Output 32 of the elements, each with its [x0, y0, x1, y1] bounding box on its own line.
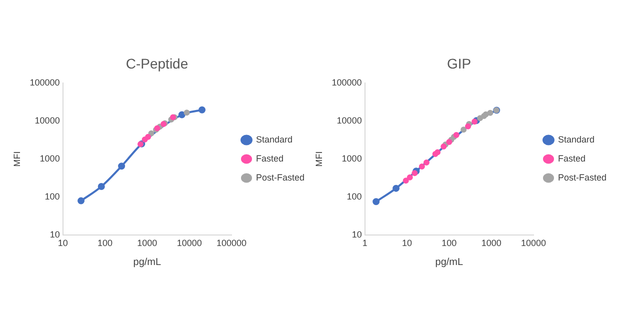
y-tick-label: 100: [346, 192, 362, 202]
chart-title: C-Peptide: [126, 55, 188, 72]
x-tick-label: 1000: [481, 238, 502, 248]
x-tick-label: 1: [362, 238, 368, 248]
y-tick-label: 10000: [336, 115, 362, 126]
x-axis-title: pg/mL: [435, 256, 464, 268]
x-tick-label: 10: [58, 238, 68, 248]
y-axis-title: MFI: [12, 151, 22, 167]
legend-label: Post-Fasted: [256, 172, 305, 182]
x-tick-label: 100: [97, 238, 113, 248]
x-tick-label: 100000: [216, 238, 247, 248]
y-tick-label: 10: [352, 230, 362, 240]
y-axis-title: MFI: [314, 151, 324, 167]
y-tick-label: 1000: [40, 153, 60, 164]
legend-label: Standard: [256, 134, 293, 144]
x-tick-label: 1000: [137, 238, 158, 248]
y-tick-label: 10000: [34, 115, 60, 126]
y-tick-label: 100: [44, 192, 60, 202]
legend-label: Post-Fasted: [558, 172, 607, 182]
x-tick-label: 10000: [520, 238, 546, 248]
chart-title: GIP: [446, 55, 472, 72]
x-tick-label: 100: [442, 238, 457, 248]
y-tick-label: 100000: [332, 77, 362, 88]
legend-label: Standard: [558, 134, 595, 144]
x-axis-title: pg/mL: [133, 256, 162, 268]
x-tick-label: 10: [402, 238, 412, 248]
legend-label: Fasted: [558, 153, 586, 164]
x-tick-label: 10000: [176, 238, 202, 248]
y-tick-label: 100000: [30, 77, 60, 88]
legend-label: Fasted: [256, 153, 284, 164]
y-tick-label: 10: [50, 230, 60, 240]
y-tick-label: 1000: [342, 153, 362, 164]
